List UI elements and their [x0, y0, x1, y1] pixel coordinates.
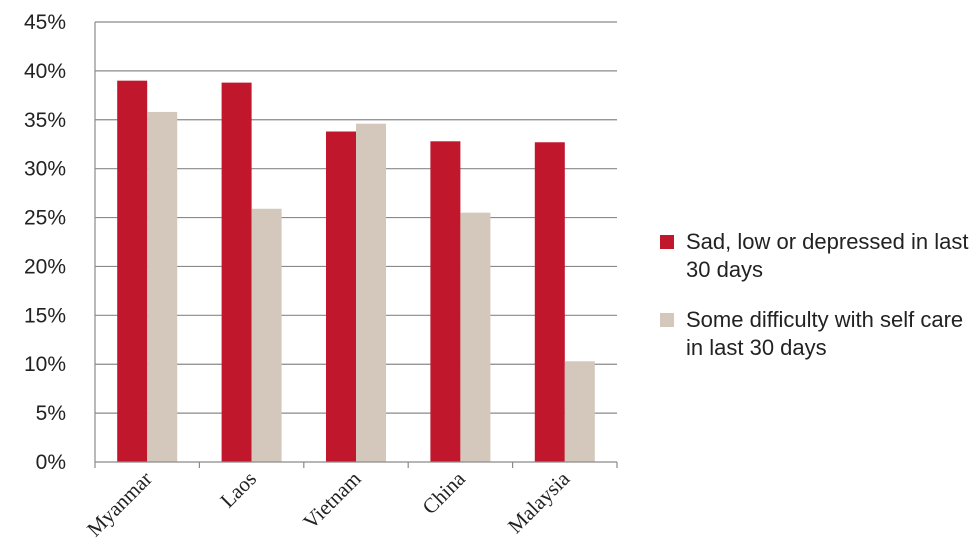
bar-sad-myanmar: [117, 80, 148, 463]
bars: [117, 80, 595, 463]
y-axis-tick-labels: 0% 5% 10% 15% 20% 25% 30% 35% 40% 45%: [24, 11, 66, 474]
y-tick-label: 40%: [24, 60, 66, 83]
y-tick-label: 5%: [36, 402, 66, 425]
x-tick-label-china: China: [417, 466, 470, 519]
legend: Sad, low or depressed in last 30 days So…: [660, 228, 975, 384]
x-tick-label-malaysia: Malaysia: [503, 466, 575, 538]
bar-sad-vietnam: [326, 131, 356, 462]
legend-item-self-care: Some difficulty with self care in last 3…: [660, 306, 975, 362]
legend-item-sad: Sad, low or depressed in last 30 days: [660, 228, 975, 284]
y-tick-label: 25%: [24, 207, 66, 230]
y-tick-label: 0%: [36, 451, 66, 474]
legend-label-sad: Sad, low or depressed in last 30 days: [686, 229, 969, 282]
bar-self-care-malaysia: [564, 361, 595, 462]
legend-swatch-self-care: [660, 313, 674, 327]
y-tick-label: 10%: [24, 353, 66, 376]
bar-self-care-myanmar: [147, 111, 178, 462]
x-axis-tick-labels: Myanmar Laos Vietnam China Malaysia: [82, 466, 575, 541]
y-tick-label: 45%: [24, 11, 66, 34]
bar-sad-malaysia: [534, 142, 565, 462]
y-tick-label: 20%: [24, 255, 66, 278]
bar-sad-china: [430, 141, 461, 463]
legend-swatch-sad: [660, 235, 674, 249]
bar-self-care-vietnam: [356, 123, 386, 462]
bar-sad-laos: [221, 82, 252, 462]
x-tick-label-vietnam: Vietnam: [298, 467, 365, 534]
legend-label-self-care: Some difficulty with self care in last 3…: [686, 307, 964, 360]
y-tick-label: 30%: [24, 158, 66, 181]
x-tick-label-laos: Laos: [215, 467, 261, 513]
y-tick-label: 15%: [24, 304, 66, 327]
bar-self-care-china: [460, 212, 491, 462]
bar-self-care-laos: [251, 208, 282, 462]
y-tick-label: 35%: [24, 109, 66, 132]
x-tick-label-myanmar: Myanmar: [82, 467, 157, 542]
axes: [94, 22, 618, 468]
